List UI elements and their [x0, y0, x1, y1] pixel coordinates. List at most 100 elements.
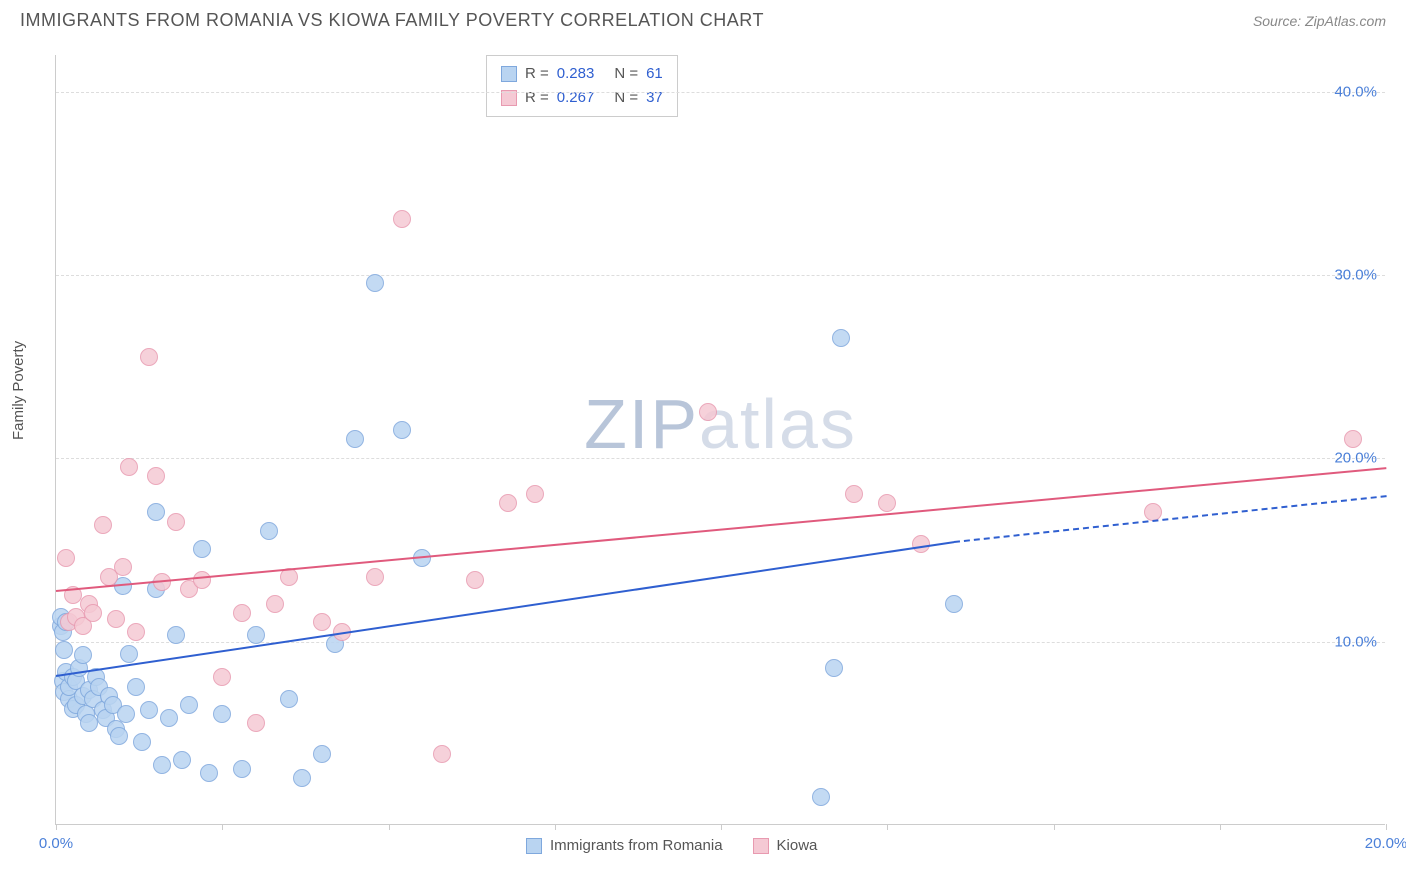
x-tick	[555, 824, 556, 830]
data-point	[120, 458, 138, 476]
data-point	[812, 788, 830, 806]
data-point	[120, 645, 138, 663]
scatter-chart: ZIPatlas R =0.283N =61R =0.267N =37 Immi…	[55, 55, 1385, 825]
source-attribution: Source: ZipAtlas.com	[1253, 13, 1386, 29]
legend-label: Immigrants from Romania	[550, 837, 723, 854]
data-point	[366, 274, 384, 292]
data-point	[825, 659, 843, 677]
legend-swatch	[501, 66, 517, 82]
source-name: ZipAtlas.com	[1305, 13, 1386, 29]
n-label: N =	[614, 62, 638, 86]
r-label: R =	[525, 62, 549, 86]
legend-swatch	[753, 838, 769, 854]
x-tick	[1386, 824, 1387, 830]
x-tick	[222, 824, 223, 830]
data-point	[912, 535, 930, 553]
legend-item: Immigrants from Romania	[526, 837, 723, 854]
y-tick-label: 10.0%	[1334, 633, 1377, 650]
data-point	[945, 595, 963, 613]
watermark: ZIPatlas	[584, 384, 857, 464]
data-point	[313, 613, 331, 631]
data-point	[878, 494, 896, 512]
data-point	[280, 690, 298, 708]
x-tick-label: 20.0%	[1365, 835, 1406, 852]
series-legend: Immigrants from Romania Kiowa	[526, 837, 817, 854]
data-point	[153, 756, 171, 774]
data-point	[160, 709, 178, 727]
legend-item: Kiowa	[753, 837, 818, 854]
gridline	[56, 92, 1385, 93]
r-value: 0.267	[557, 86, 595, 110]
gridline	[56, 458, 1385, 459]
data-point	[247, 626, 265, 644]
y-tick-label: 40.0%	[1334, 83, 1377, 100]
data-point	[173, 751, 191, 769]
x-tick	[56, 824, 57, 830]
data-point	[832, 329, 850, 347]
data-point	[94, 516, 112, 534]
n-label: N =	[614, 86, 638, 110]
data-point	[110, 727, 128, 745]
x-tick	[1054, 824, 1055, 830]
data-point	[433, 745, 451, 763]
data-point	[114, 558, 132, 576]
data-point	[393, 210, 411, 228]
data-point	[366, 568, 384, 586]
x-tick	[389, 824, 390, 830]
data-point	[57, 549, 75, 567]
data-point	[526, 485, 544, 503]
data-point	[266, 595, 284, 613]
data-point	[1344, 430, 1362, 448]
watermark-light: atlas	[699, 385, 857, 463]
data-point	[466, 571, 484, 589]
data-point	[167, 626, 185, 644]
data-point	[133, 733, 151, 751]
legend-swatch	[526, 838, 542, 854]
x-tick	[721, 824, 722, 830]
data-point	[74, 646, 92, 664]
data-point	[127, 678, 145, 696]
gridline	[56, 275, 1385, 276]
y-axis-label: Family Poverty	[10, 341, 27, 440]
data-point	[313, 745, 331, 763]
r-label: R =	[525, 86, 549, 110]
data-point	[293, 769, 311, 787]
data-point	[233, 604, 251, 622]
n-value: 37	[646, 86, 663, 110]
r-value: 0.283	[557, 62, 595, 86]
data-point	[247, 714, 265, 732]
chart-header: IMMIGRANTS FROM ROMANIA VS KIOWA FAMILY …	[0, 0, 1406, 36]
data-point	[393, 421, 411, 439]
data-point	[167, 513, 185, 531]
data-point	[147, 503, 165, 521]
watermark-bold: ZIP	[584, 385, 699, 463]
data-point	[260, 522, 278, 540]
data-point	[213, 705, 231, 723]
data-point	[193, 571, 211, 589]
correlation-legend: R =0.283N =61R =0.267N =37	[486, 55, 678, 117]
data-point	[845, 485, 863, 503]
trend-line	[56, 467, 1386, 592]
data-point	[213, 668, 231, 686]
chart-title: IMMIGRANTS FROM ROMANIA VS KIOWA FAMILY …	[20, 10, 764, 31]
data-point	[140, 701, 158, 719]
x-tick-label: 0.0%	[39, 835, 73, 852]
data-point	[499, 494, 517, 512]
legend-row: R =0.283N =61	[501, 62, 663, 86]
y-tick-label: 30.0%	[1334, 267, 1377, 284]
y-tick-label: 20.0%	[1334, 450, 1377, 467]
x-tick	[887, 824, 888, 830]
data-point	[55, 641, 73, 659]
legend-label: Kiowa	[777, 837, 818, 854]
data-point	[117, 705, 135, 723]
data-point	[699, 403, 717, 421]
data-point	[147, 467, 165, 485]
data-point	[180, 696, 198, 714]
data-point	[233, 760, 251, 778]
data-point	[200, 764, 218, 782]
data-point	[346, 430, 364, 448]
data-point	[107, 610, 125, 628]
x-tick	[1220, 824, 1221, 830]
trend-line	[56, 541, 954, 677]
data-point	[140, 348, 158, 366]
